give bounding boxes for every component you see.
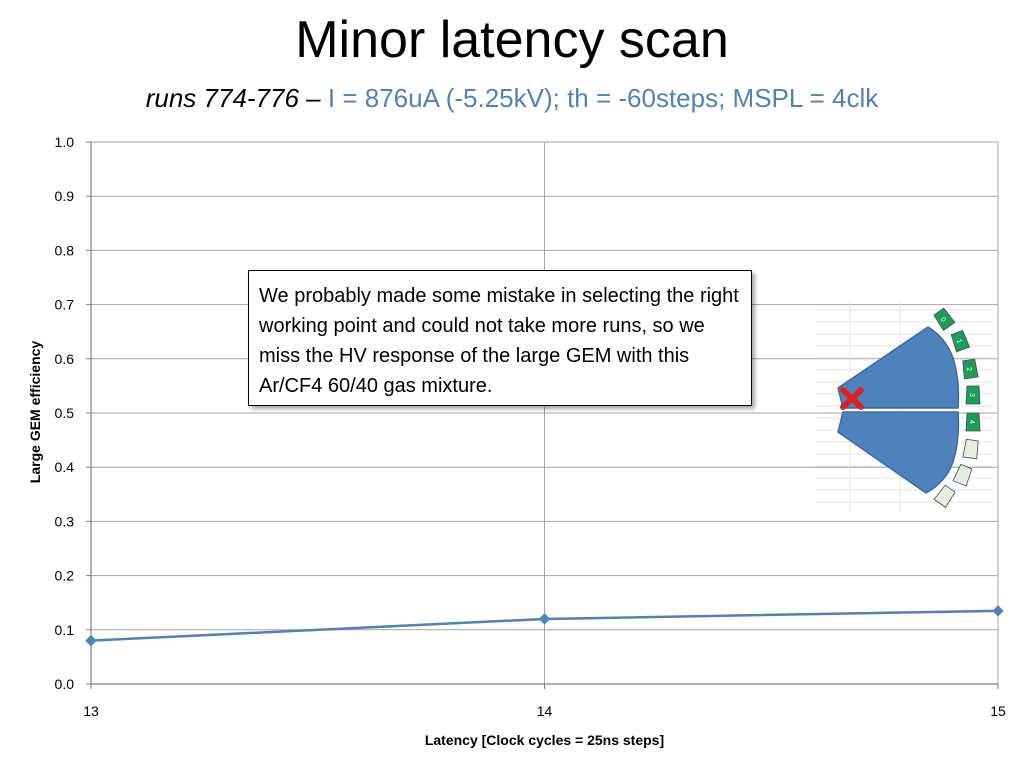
annotation-note: We probably made some mistake in selecti… (248, 270, 752, 406)
x-axis-title: Latency [Clock cycles = 25ns steps] (425, 732, 664, 748)
y-tick-label: 0.4 (55, 459, 75, 475)
readout-segment (962, 438, 979, 460)
x-tick-label: 15 (990, 703, 1006, 719)
y-tick-label: 1.0 (55, 134, 75, 150)
readout-segment-label: 2 (965, 367, 972, 372)
readout-segment-shape (962, 358, 979, 380)
data-point-marker (85, 634, 97, 647)
readout-segment-label: 4 (968, 420, 975, 424)
subtitle-separator: – (298, 83, 328, 113)
readout-segment-label: 1 (955, 338, 963, 344)
chart-axes (86, 141, 999, 689)
slide-subtitle: runs 774-776 – I = 876uA (-5.25kV); th =… (0, 83, 1024, 114)
data-point-marker (538, 613, 551, 625)
y-tick-label: 0.6 (55, 351, 75, 367)
y-axis-title: Large GEM efficiency (27, 341, 43, 484)
chart-gridlines (91, 141, 999, 684)
y-tick-label: 0.0 (55, 676, 75, 692)
readout-segment-shape (965, 412, 981, 432)
readout-segment-shape (933, 307, 956, 331)
readout-segment-shape (965, 385, 981, 405)
readout-segments: 0 1 2 3 4 (933, 307, 981, 508)
detector-top-half (837, 326, 960, 409)
readout-segment (952, 463, 973, 487)
detector-diagram: 0 1 2 3 4 (815, 302, 992, 512)
readout-segment-shape (933, 484, 956, 508)
y-tick-label: 0.5 (55, 405, 75, 421)
y-tick-label: 0.9 (55, 188, 75, 204)
readout-segment: 2 (962, 358, 979, 380)
y-tick-label: 0.1 (55, 622, 75, 638)
y-tick-label: 0.7 (55, 297, 75, 313)
readout-segment: 3 (965, 385, 981, 405)
readout-segment-shape (950, 329, 971, 353)
data-point-marker (992, 605, 1004, 617)
readout-segment-shape (962, 438, 979, 460)
readout-segment: 4 (965, 412, 981, 432)
readout-segment: 1 (950, 329, 971, 353)
readout-segment-shape (952, 463, 973, 487)
subtitle-runs: runs 774-776 (145, 83, 299, 113)
y-tick-label: 0.8 (55, 242, 75, 258)
y-tick-label: 0.2 (55, 568, 75, 584)
y-tick-label: 0.3 (55, 513, 75, 529)
slide-title: Minor latency scan (295, 11, 729, 69)
readout-segment: 0 (933, 307, 956, 331)
x-tick-label: 14 (537, 703, 553, 719)
readout-segment (933, 484, 956, 508)
subtitle-parameters: I = 876uA (-5.25kV); th = -60steps; MSPL… (327, 83, 879, 113)
readout-segment-label: 3 (968, 393, 975, 397)
readout-segment-label: 0 (939, 316, 947, 323)
x-tick-label: 13 (83, 703, 99, 719)
chart-tick-labels: 0.00.10.20.30.40.50.60.70.80.91.013 14 15 (55, 134, 1006, 719)
cross-marker-icon (840, 387, 864, 410)
detector-bottom-half (837, 411, 960, 494)
chart-series (85, 605, 1004, 647)
